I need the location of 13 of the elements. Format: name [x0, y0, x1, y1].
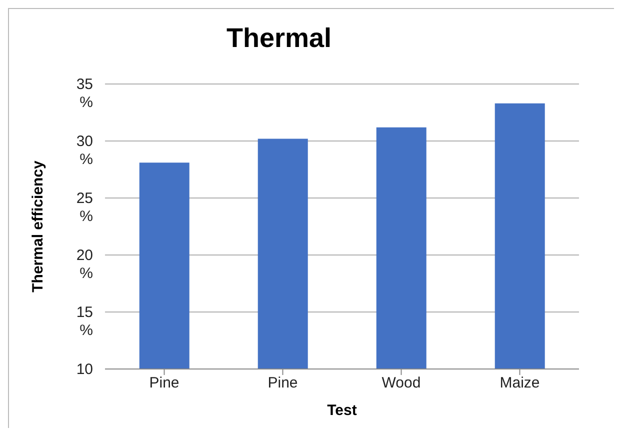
y-axis-title: Thermal efficiency	[29, 160, 46, 292]
x-tick-label: Pine	[149, 374, 180, 392]
y-tick-label: 15 %	[76, 304, 93, 339]
chart-title: Thermal	[225, 23, 333, 54]
x-tick-label: Maize	[500, 374, 540, 392]
y-tick-label: 10	[76, 361, 93, 378]
x-tick-label: Pine	[268, 374, 298, 392]
y-tick-label: 25 %	[76, 190, 93, 225]
x-axis-title: Test	[327, 402, 357, 419]
y-tick-label: 30 %	[76, 133, 93, 168]
y-tick-label: 35 %	[76, 76, 93, 111]
y-tick-label: 20 %	[76, 247, 93, 282]
x-tick-label: Wood	[382, 374, 421, 392]
